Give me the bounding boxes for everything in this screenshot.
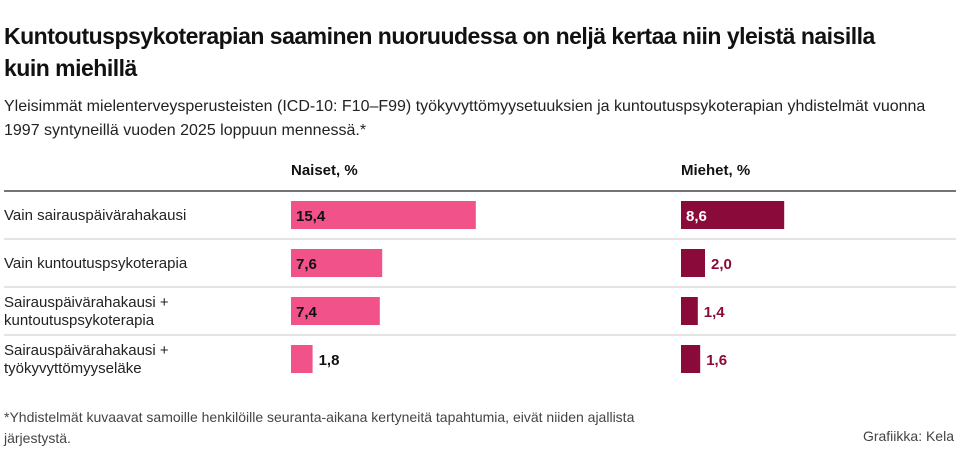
value-label-miehet: 8,6: [686, 208, 707, 225]
bar-naiset: [291, 201, 476, 229]
bar-miehet: [681, 201, 785, 229]
category-label: Sairauspäivärahakausi +: [4, 294, 169, 311]
value-label-miehet: 1,4: [704, 304, 726, 321]
column-header-naiset: Naiset, %: [291, 162, 358, 179]
category-label: Vain kuntoutuspsykoterapia: [4, 255, 188, 272]
bar-naiset: [291, 297, 380, 325]
value-label-naiset: 15,4: [296, 208, 326, 225]
bar-naiset: [291, 249, 383, 277]
column-header-miehet: Miehet, %: [681, 162, 751, 179]
category-label: Vain sairauspäivärahakausi: [4, 207, 186, 224]
bar-miehet: [681, 297, 698, 325]
chart-title: Kuntoutuspsykoterapian saaminen nuoruude…: [4, 23, 875, 81]
category-label: työkyvyttömyyseläke: [4, 360, 142, 377]
value-label-miehet: 1,6: [706, 352, 727, 369]
bar-naiset: [291, 345, 313, 373]
value-label-miehet: 2,0: [711, 256, 732, 273]
chart-subtitle: Yleisimmät mielenterveysperusteisten (IC…: [4, 98, 926, 139]
bar-miehet: [681, 345, 701, 373]
category-label: Sairauspäivärahakausi +: [4, 342, 169, 359]
bar-miehet: [681, 249, 705, 277]
category-label: kuntoutuspsykoterapia: [4, 312, 155, 329]
value-label-naiset: 1,8: [319, 352, 340, 369]
value-label-naiset: 7,6: [296, 256, 317, 273]
value-label-naiset: 7,4: [296, 304, 318, 321]
footnote: *Yhdistelmät kuvaavat samoille henkilöil…: [4, 409, 635, 446]
graphics-credit: Grafiikka: Kela: [862, 428, 954, 444]
